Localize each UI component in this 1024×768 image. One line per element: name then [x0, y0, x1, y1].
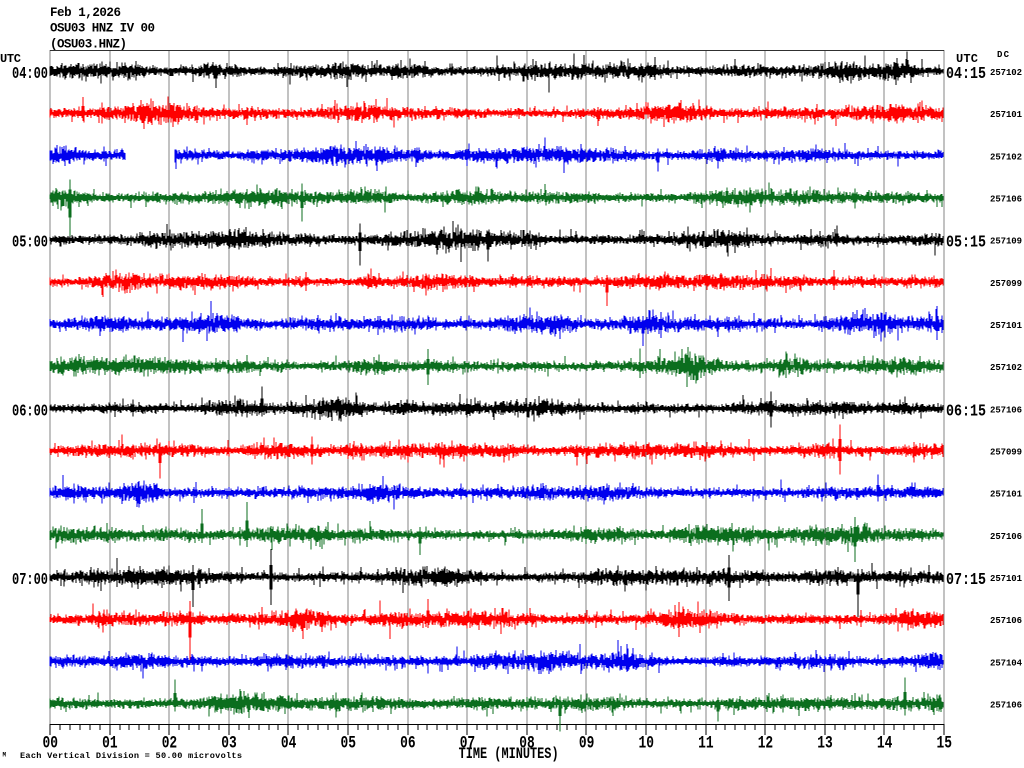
svg-text:03: 03: [221, 734, 237, 754]
svg-text:257106: 257106: [990, 616, 1022, 626]
svg-text:05:15: 05:15: [946, 234, 986, 253]
svg-text:257102: 257102: [990, 68, 1022, 78]
svg-text:257101: 257101: [990, 490, 1023, 500]
svg-text:10: 10: [639, 734, 655, 754]
svg-text:07: 07: [460, 734, 476, 754]
svg-text:257102: 257102: [990, 152, 1022, 162]
svg-text:15: 15: [937, 734, 953, 754]
svg-text:UTC: UTC: [956, 52, 978, 66]
svg-text:05: 05: [341, 734, 357, 754]
svg-text:UTC: UTC: [0, 52, 21, 66]
svg-text:Each Vertical Division = 50.: Each Vertical Division = 50.00 microvolt…: [20, 751, 242, 761]
svg-text:06:00: 06:00: [12, 402, 48, 421]
svg-text:13: 13: [817, 734, 833, 754]
svg-text:TIME (MINUTES): TIME (MINUTES): [459, 745, 559, 763]
svg-text:Feb 1,2026: Feb 1,2026: [50, 6, 121, 20]
svg-text:00: 00: [43, 734, 59, 754]
svg-text:257099: 257099: [990, 448, 1022, 458]
svg-text:05:00: 05:00: [12, 234, 48, 253]
svg-text:257109: 257109: [990, 237, 1022, 247]
svg-text:09: 09: [579, 734, 595, 754]
svg-text:257101: 257101: [990, 110, 1023, 120]
svg-text:257106: 257106: [990, 701, 1022, 711]
svg-text:04:00: 04:00: [12, 65, 48, 84]
svg-text:04:15: 04:15: [946, 65, 986, 84]
svg-text:06: 06: [400, 734, 416, 754]
svg-text:11: 11: [698, 734, 714, 754]
svg-text:257106: 257106: [990, 195, 1022, 205]
svg-text:OSU03 HNZ IV 00: OSU03 HNZ IV 00: [50, 22, 155, 36]
svg-text:M: M: [3, 752, 7, 759]
svg-text:07:00: 07:00: [12, 571, 48, 590]
svg-text:04: 04: [281, 734, 297, 754]
svg-text:257106: 257106: [990, 405, 1022, 415]
svg-text:01: 01: [102, 734, 118, 754]
svg-text:08: 08: [519, 734, 535, 754]
svg-text:DC: DC: [997, 50, 1010, 60]
svg-text:257104: 257104: [990, 658, 1023, 668]
svg-text:257101: 257101: [990, 321, 1023, 331]
svg-text:257101: 257101: [990, 574, 1023, 584]
svg-text:12: 12: [758, 734, 774, 754]
svg-text:14: 14: [877, 734, 893, 754]
svg-text:257099: 257099: [990, 279, 1022, 289]
svg-text:06:15: 06:15: [946, 402, 986, 421]
svg-text:257102: 257102: [990, 363, 1022, 373]
svg-text:07:15: 07:15: [946, 571, 986, 590]
svg-text:257106: 257106: [990, 532, 1022, 542]
svg-text:02: 02: [162, 734, 178, 754]
svg-text:(OSU03.HNZ): (OSU03.HNZ): [50, 38, 127, 52]
